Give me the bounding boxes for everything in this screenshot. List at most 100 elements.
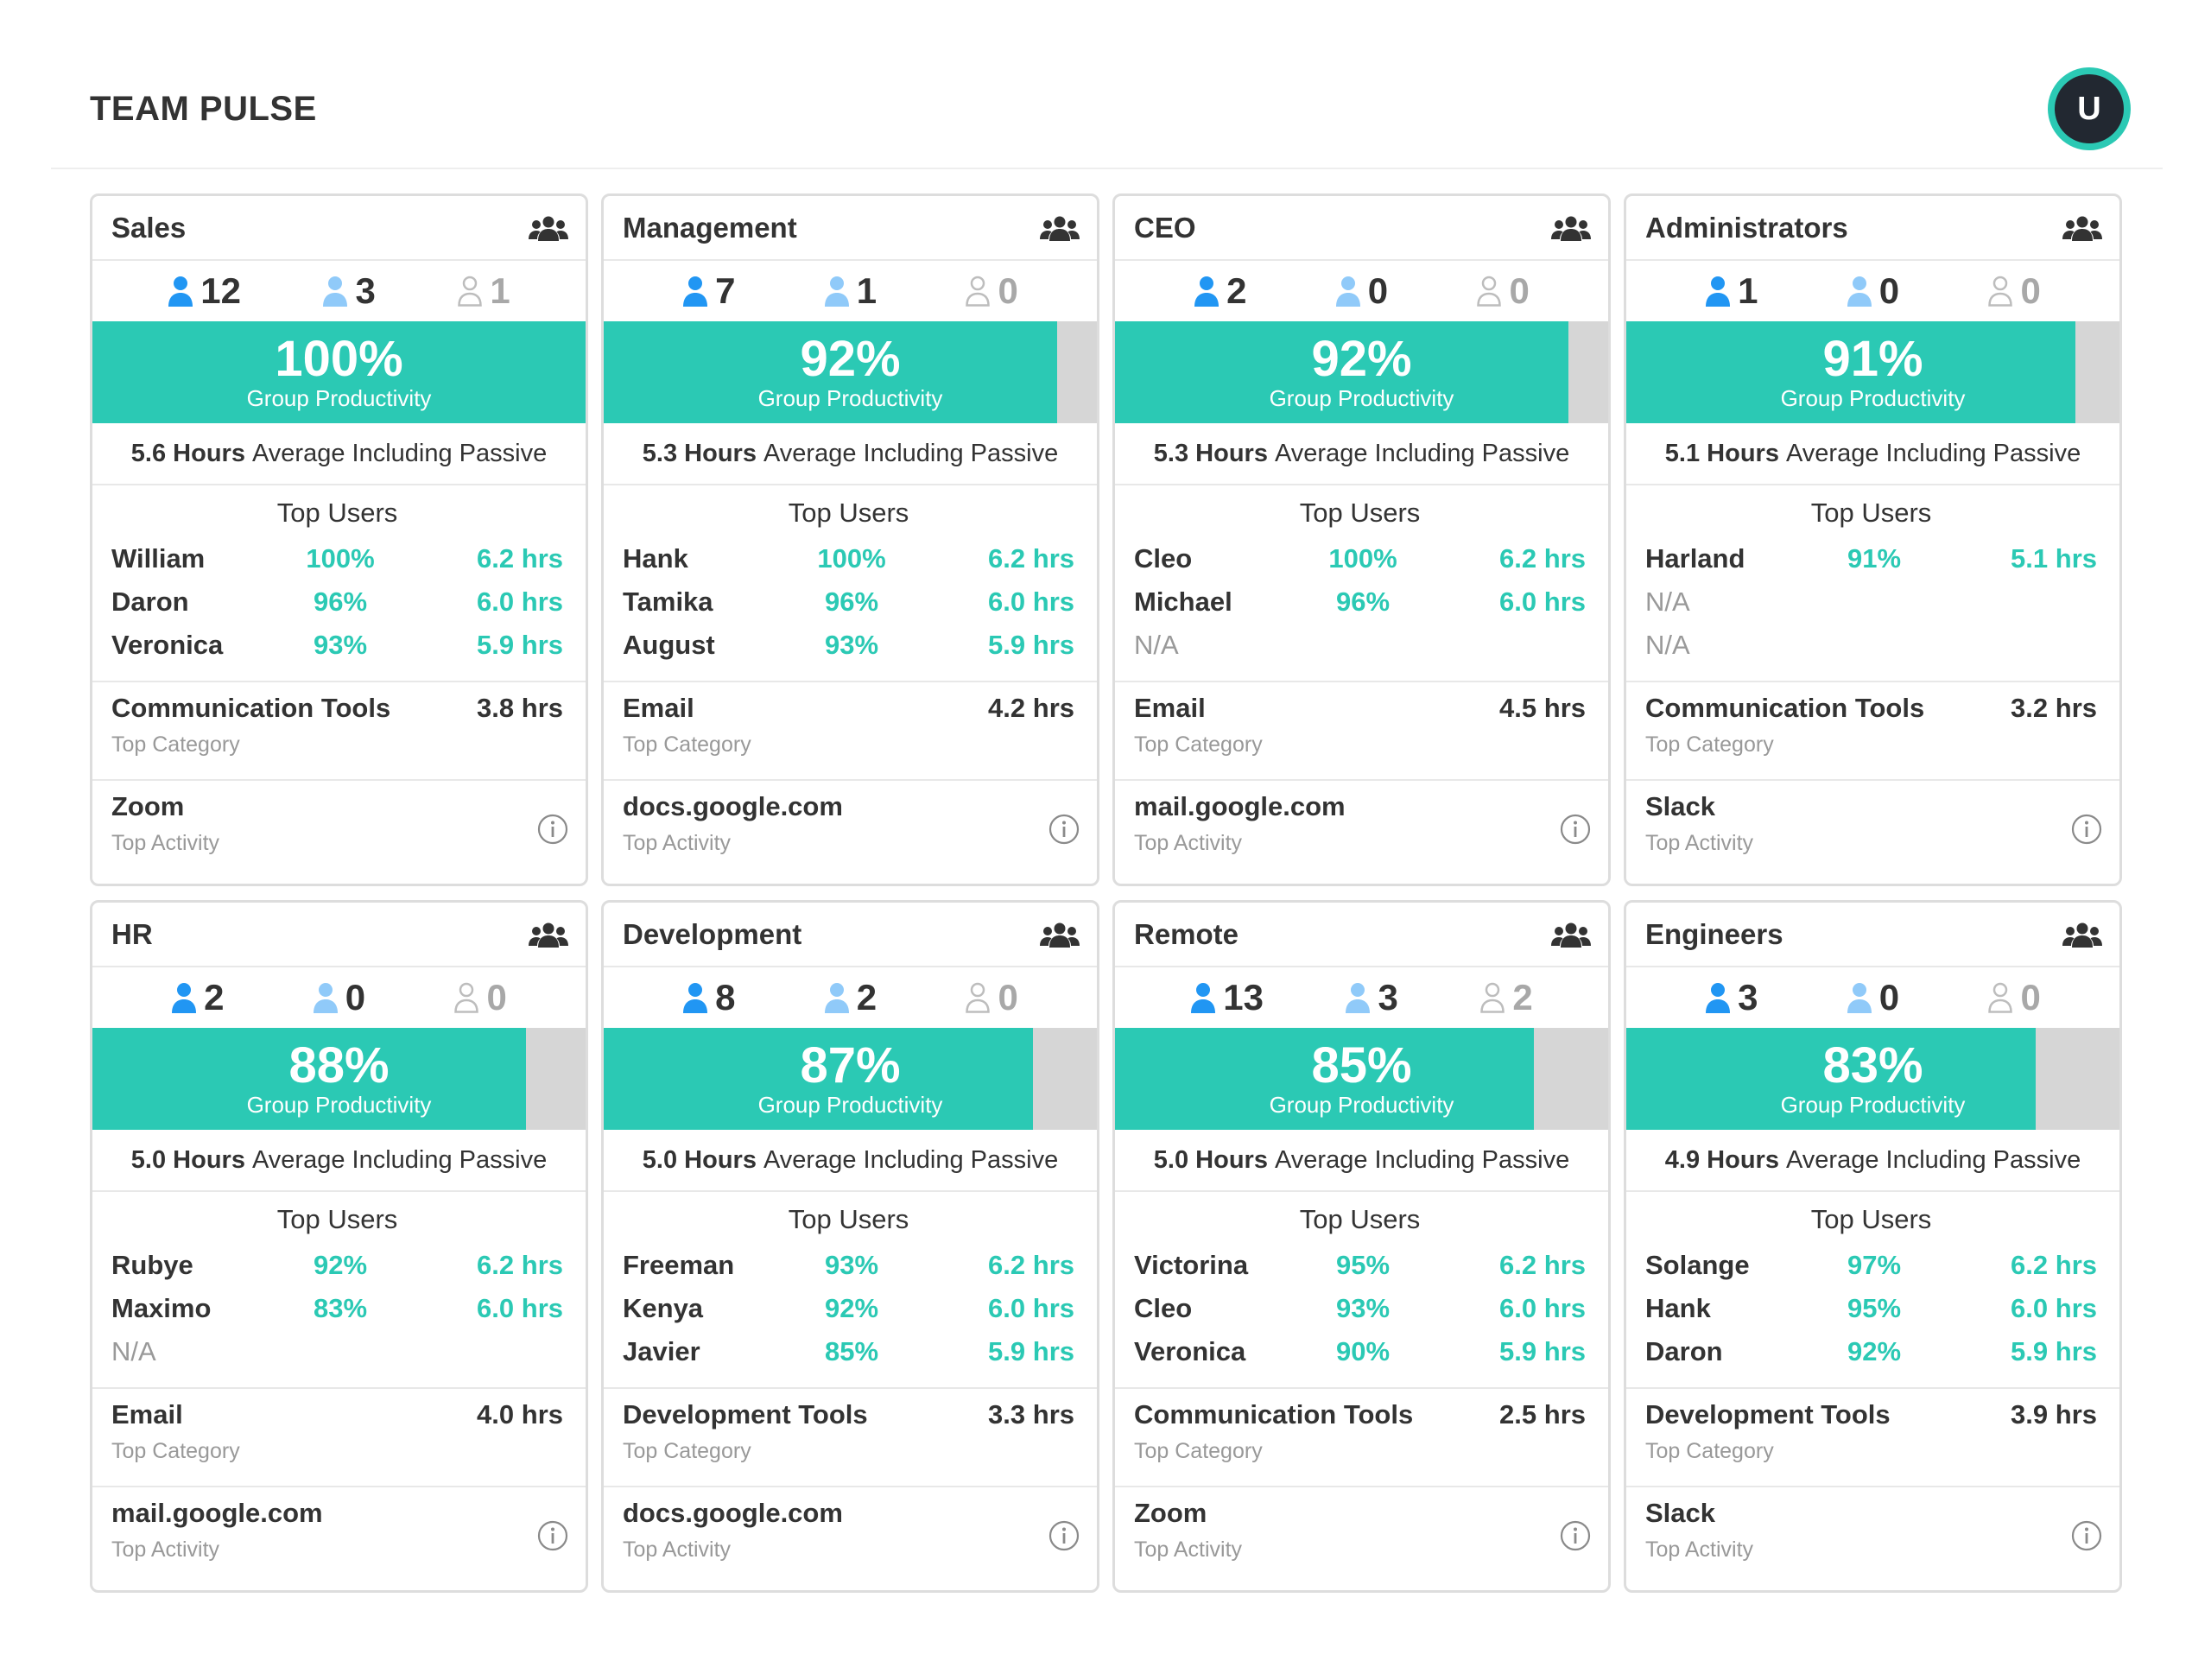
productivity-fill xyxy=(1115,321,1569,423)
top-activity[interactable]: mail.google.com Top Activity xyxy=(92,1487,586,1590)
info-icon[interactable] xyxy=(1560,814,1591,845)
group-card[interactable]: HR 2 xyxy=(90,900,588,1593)
productivity-fill xyxy=(1626,1028,2036,1130)
top-user-row[interactable]: Michael 96% 6.0 hrs xyxy=(1134,580,1586,624)
productivity-text: 92% Group Productivity xyxy=(604,321,1097,423)
top-user-row[interactable]: Cleo 93% 6.0 hrs xyxy=(1134,1287,1586,1330)
top-users: Top Users Freeman 93% 6.2 hrs Kenya 92% 6.0 h… xyxy=(604,1192,1097,1389)
top-category[interactable]: Email 4.5 hrs Top Category xyxy=(1115,682,1608,781)
top-user-percent: 90% xyxy=(1335,1336,1391,1366)
group-icon[interactable] xyxy=(2062,215,2102,241)
group-card[interactable]: Management 7 xyxy=(601,193,1099,886)
top-user-row[interactable]: N/A xyxy=(1645,624,2097,667)
info-icon[interactable] xyxy=(1048,1520,1080,1551)
top-user-name: Victorina xyxy=(1134,1250,1249,1280)
top-user-row[interactable]: Harland 91% 5.1 hrs xyxy=(1645,537,2097,580)
productivity-fill xyxy=(1626,321,2075,423)
info-icon[interactable] xyxy=(537,1520,568,1551)
top-user-row[interactable]: Victorina 95% 6.2 hrs xyxy=(1134,1244,1586,1287)
group-card[interactable]: Engineers 3 xyxy=(1624,900,2122,1593)
productivity-text: 91% Group Productivity xyxy=(1626,321,2119,423)
info-icon[interactable] xyxy=(1048,814,1080,845)
group-card[interactable]: Development 8 xyxy=(601,900,1099,1593)
top-user-row[interactable]: Rubye 92% 6.2 hrs xyxy=(111,1244,563,1287)
idle-user-icon xyxy=(1335,276,1360,307)
top-activity[interactable]: docs.google.com Top Activity xyxy=(604,1487,1097,1590)
average-hours-label: Average Including Passive xyxy=(1785,439,2081,467)
top-user-row[interactable]: N/A xyxy=(1645,580,2097,624)
top-user-percent: 92% xyxy=(313,1250,368,1280)
top-activity[interactable]: Slack Top Activity xyxy=(1626,781,2119,884)
top-category[interactable]: Communication Tools 3.2 hrs Top Category xyxy=(1626,682,2119,781)
idle-count-value: 3 xyxy=(355,270,376,311)
top-user-name: Cleo xyxy=(1134,1293,1193,1323)
offline-user-icon xyxy=(1480,982,1505,1013)
top-user-row[interactable]: Tamika 96% 6.0 hrs xyxy=(623,580,1074,624)
top-user-row[interactable]: William 100% 6.2 hrs xyxy=(111,537,563,580)
group-icon[interactable] xyxy=(529,215,568,241)
top-user-row[interactable]: Freeman 93% 6.2 hrs xyxy=(623,1244,1074,1287)
group-icon[interactable] xyxy=(2062,922,2102,948)
top-user-row[interactable]: Daron 92% 5.9 hrs xyxy=(1645,1330,2097,1373)
top-users: Top Users Solange 97% 6.2 hrs Hank 95% 6.0 hr… xyxy=(1626,1192,2119,1389)
group-card[interactable]: CEO 2 xyxy=(1112,193,1611,886)
top-activity-label: Top Activity xyxy=(1134,1537,1243,1562)
top-user-row[interactable]: August 93% 5.9 hrs xyxy=(623,624,1074,667)
group-icon[interactable] xyxy=(1040,922,1080,948)
top-category[interactable]: Communication Tools 3.8 hrs Top Category xyxy=(92,682,586,781)
group-card[interactable]: Sales 12 xyxy=(90,193,588,886)
top-category[interactable]: Email 4.0 hrs Top Category xyxy=(92,1389,586,1487)
top-user-row[interactable]: Solange 97% 6.2 hrs xyxy=(1645,1244,2097,1287)
top-activity[interactable]: Slack Top Activity xyxy=(1626,1487,2119,1590)
active-count: 12 xyxy=(168,270,241,312)
group-name: HR xyxy=(111,917,153,950)
top-activity[interactable]: docs.google.com Top Activity xyxy=(604,781,1097,884)
offline-count-value: 1 xyxy=(490,270,510,311)
top-user-row[interactable]: Daron 96% 6.0 hrs xyxy=(111,580,563,624)
top-user-row[interactable]: Javier 85% 5.9 hrs xyxy=(623,1330,1074,1373)
top-user-row[interactable]: Maximo 83% 6.0 hrs xyxy=(111,1287,563,1330)
top-category[interactable]: Communication Tools 2.5 hrs Top Category xyxy=(1115,1389,1608,1487)
top-category[interactable]: Development Tools 3.9 hrs Top Category xyxy=(1626,1389,2119,1487)
productivity-fill xyxy=(604,1028,1033,1130)
idle-count-value: 0 xyxy=(1367,270,1389,311)
top-activity[interactable]: Zoom Top Activity xyxy=(1115,1487,1608,1590)
top-user-name: Hank xyxy=(623,543,688,574)
info-icon[interactable] xyxy=(2071,814,2102,845)
top-user-row[interactable]: Hank 95% 6.0 hrs xyxy=(1645,1287,2097,1330)
group-icon[interactable] xyxy=(529,922,568,948)
group-icon[interactable] xyxy=(1040,215,1080,241)
group-card[interactable]: Remote 13 xyxy=(1112,900,1611,1593)
top-category[interactable]: Development Tools 3.3 hrs Top Category xyxy=(604,1389,1097,1487)
group-card[interactable]: Administrators 1 xyxy=(1624,193,2122,886)
info-icon[interactable] xyxy=(2071,1520,2102,1551)
top-user-name: N/A xyxy=(111,1336,156,1366)
top-user-row[interactable]: Cleo 100% 6.2 hrs xyxy=(1134,537,1586,580)
average-hours-value: 5.0 Hours xyxy=(130,1145,245,1174)
top-user-row[interactable]: N/A xyxy=(111,1330,563,1373)
top-category[interactable]: Email 4.2 hrs Top Category xyxy=(604,682,1097,781)
active-user-icon xyxy=(168,276,193,307)
info-icon[interactable] xyxy=(1560,1520,1591,1551)
top-user-hours: 5.9 hrs xyxy=(988,630,1074,660)
top-user-row[interactable]: Kenya 92% 6.0 hrs xyxy=(623,1287,1074,1330)
top-user-name: Harland xyxy=(1645,543,1745,574)
group-icon[interactable] xyxy=(1551,215,1591,241)
active-user-icon xyxy=(1706,983,1731,1013)
avatar[interactable]: U xyxy=(2048,67,2131,150)
top-user-row[interactable]: Hank 100% 6.2 hrs xyxy=(623,537,1074,580)
top-activity[interactable]: Zoom Top Activity xyxy=(92,781,586,884)
top-user-row[interactable]: N/A xyxy=(1134,624,1586,667)
info-icon[interactable] xyxy=(537,814,568,845)
average-hours-label: Average Including Passive xyxy=(251,1145,548,1174)
top-activity[interactable]: mail.google.com Top Activity xyxy=(1115,781,1608,884)
group-icon[interactable] xyxy=(1551,922,1591,948)
productivity-bar: 92% Group Productivity xyxy=(1115,321,1608,423)
top-user-row[interactable]: Veronica 90% 5.9 hrs xyxy=(1134,1330,1586,1373)
offline-user-icon xyxy=(966,982,991,1013)
top-user-row[interactable]: Veronica 93% 5.9 hrs xyxy=(111,624,563,667)
user-counts: 13 3 2 xyxy=(1115,967,1608,1028)
active-user-icon xyxy=(1194,276,1220,307)
offline-count: 0 xyxy=(1476,270,1530,312)
average-hours-label: Average Including Passive xyxy=(1274,1145,1570,1174)
